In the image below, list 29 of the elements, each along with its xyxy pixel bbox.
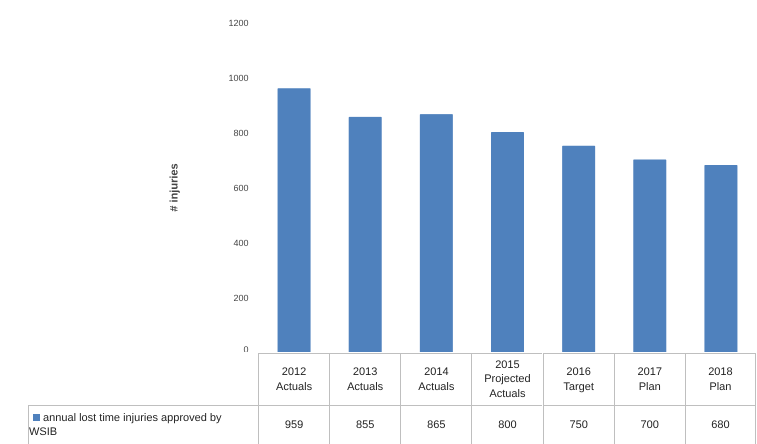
bar xyxy=(348,116,382,352)
y-tick-label: 1200 xyxy=(228,18,249,28)
x-tick-label: 2017 Plan xyxy=(614,353,685,405)
y-tick-label: 800 xyxy=(233,128,249,138)
bar xyxy=(562,146,596,352)
bar xyxy=(490,132,524,352)
y-axis-title: # injuries xyxy=(168,163,180,212)
y-tick-label: 400 xyxy=(233,238,249,248)
y-tick-label: 200 xyxy=(233,293,249,303)
data-label: 959 xyxy=(258,405,330,444)
data-label: 800 xyxy=(471,405,542,444)
bar xyxy=(704,165,738,352)
y-tick-label: 600 xyxy=(233,183,249,193)
data-label: 750 xyxy=(542,405,614,444)
bar xyxy=(633,160,666,352)
data-label: 680 xyxy=(684,405,756,444)
x-tick-label: 2013 Actuals xyxy=(329,353,400,405)
y-tick-label: 1000 xyxy=(228,73,249,83)
x-tick-label: 2015 Projected Actuals xyxy=(471,353,542,405)
x-tick-label: 2012 Actuals xyxy=(258,353,330,405)
bar xyxy=(278,88,311,352)
x-tick-label: 2014 Actuals xyxy=(400,353,472,405)
x-tick-label: 2016 Target xyxy=(542,353,614,405)
data-label: 855 xyxy=(329,405,400,444)
x-tick-label: 2018 Plan xyxy=(684,353,756,405)
legend-label: annual lost time injuries approved by WSIB xyxy=(29,410,223,440)
data-label: 865 xyxy=(400,405,472,444)
bar xyxy=(420,114,453,352)
data-label: 700 xyxy=(614,405,685,444)
